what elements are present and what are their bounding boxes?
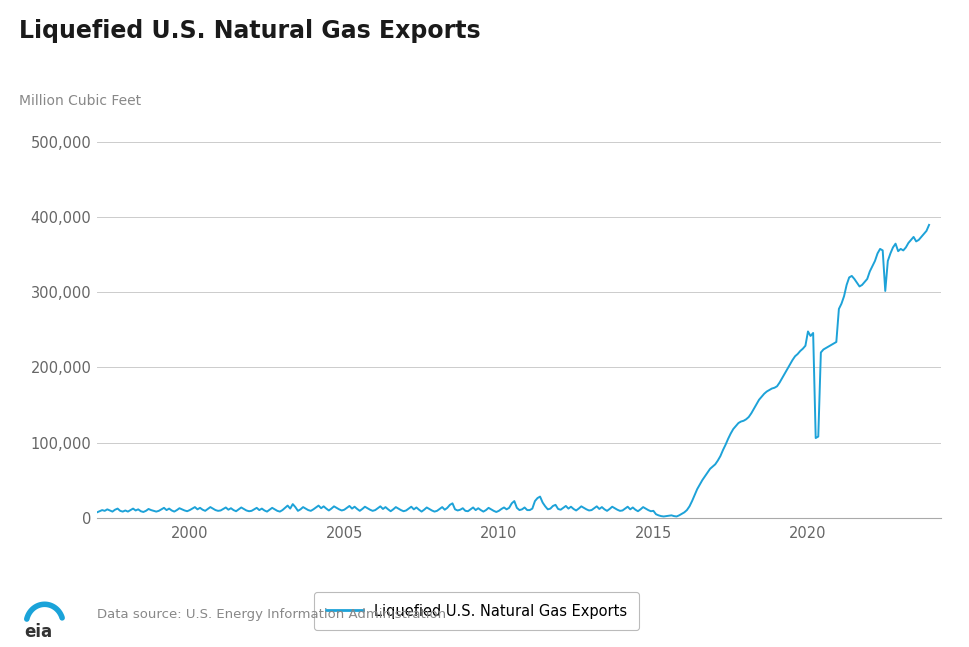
Text: eia: eia [24,622,52,641]
Text: Liquefied U.S. Natural Gas Exports: Liquefied U.S. Natural Gas Exports [19,19,481,43]
Legend: Liquefied U.S. Natural Gas Exports: Liquefied U.S. Natural Gas Exports [314,592,639,630]
Text: Million Cubic Feet: Million Cubic Feet [19,94,141,108]
Text: Data source: U.S. Energy Information Administration: Data source: U.S. Energy Information Adm… [97,608,446,621]
